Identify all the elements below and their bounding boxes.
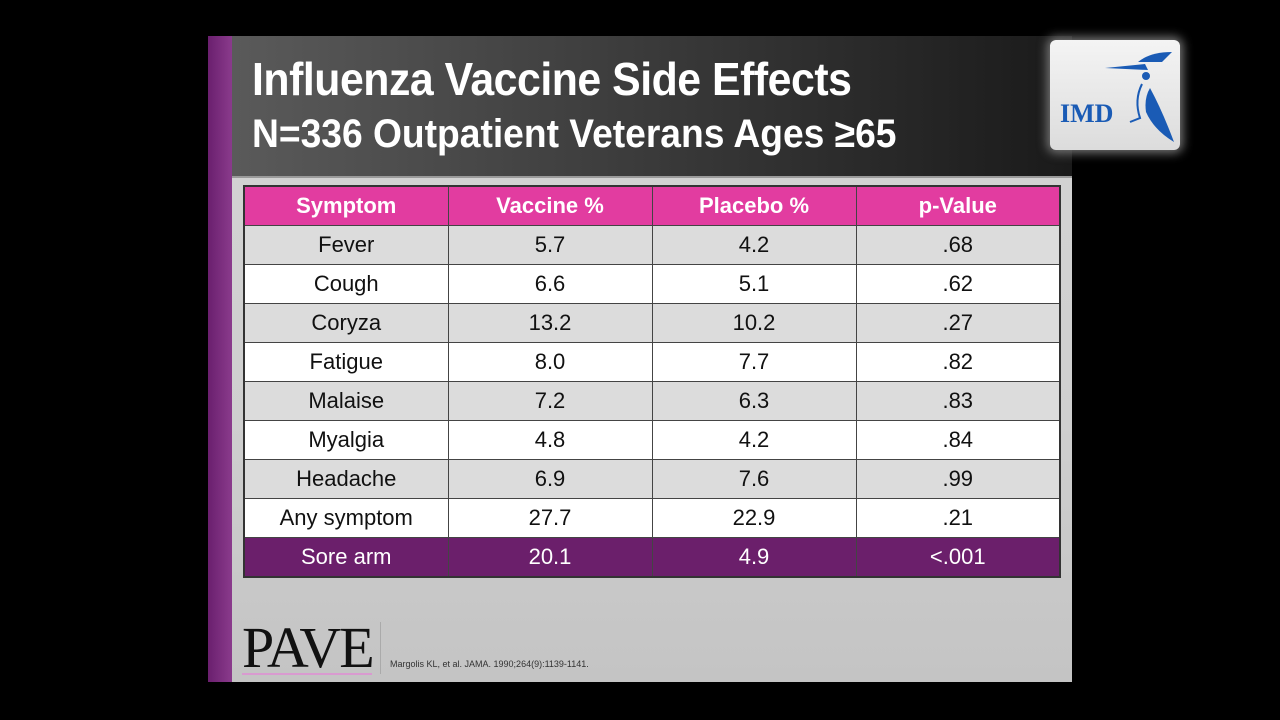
table-cell: 4.2: [651, 225, 857, 265]
imd-logo-text: IMD: [1060, 99, 1113, 128]
kingfisher-icon: IMD: [1060, 52, 1174, 142]
table-cell: 5.1: [651, 264, 857, 304]
table-cell: .62: [855, 264, 1061, 304]
table-cell: .83: [855, 381, 1061, 421]
table-cell: 6.3: [651, 381, 857, 421]
table-cell: .21: [855, 498, 1061, 538]
table-cell: 5.7: [447, 225, 653, 265]
column-header: Placebo %: [651, 185, 857, 226]
column-header: Vaccine %: [447, 185, 653, 226]
table-cell: Any symptom: [243, 498, 449, 538]
table-cell: Headache: [243, 459, 449, 499]
table-cell: .99: [855, 459, 1061, 499]
table-cell: .27: [855, 303, 1061, 343]
table-row: Sore arm 20.1 4.9 <.001: [243, 537, 1061, 578]
side-effects-table: Symptom Vaccine % Placebo % p-Value Fever 5.…: [243, 185, 1061, 578]
slide-subtitle: N=336 Outpatient Veterans Ages ≥65: [252, 112, 897, 156]
column-header: p-Value: [855, 185, 1061, 226]
table-cell: 7.6: [651, 459, 857, 499]
accent-bar: [208, 36, 232, 682]
table-cell: .84: [855, 420, 1061, 460]
table-cell: <.001: [855, 537, 1061, 578]
table-cell: Sore arm: [243, 537, 449, 578]
table-cell: 7.7: [651, 342, 857, 382]
pave-logo: PAVE: [242, 615, 375, 680]
table-cell: 20.1: [447, 537, 653, 578]
table-cell: Coryza: [243, 303, 449, 343]
table-cell: 13.2: [447, 303, 653, 343]
footer-divider: [380, 622, 381, 674]
pave-logo-underline: [242, 673, 372, 675]
slide-title: Influenza Vaccine Side Effects: [252, 53, 852, 105]
table-cell: 6.9: [447, 459, 653, 499]
table-row: Cough 6.6 5.1.62: [243, 264, 1061, 304]
column-header: Symptom: [243, 185, 449, 226]
table-cell: Myalgia: [243, 420, 449, 460]
table-row: Any symptom 27.7 22.9.21: [243, 498, 1061, 538]
table-cell: 8.0: [447, 342, 653, 382]
table-cell: Cough: [243, 264, 449, 304]
table-row: Headache 6.9 7.6.99: [243, 459, 1061, 499]
table-cell: 7.2: [447, 381, 653, 421]
table-cell: 6.6: [447, 264, 653, 304]
table-cell: Fatigue: [243, 342, 449, 382]
table-cell: 27.7: [447, 498, 653, 538]
table-cell: .68: [855, 225, 1061, 265]
table-row: Coryza 13.2 10.2.27: [243, 303, 1061, 343]
table-cell: 4.8: [447, 420, 653, 460]
table-cell: 4.9: [651, 537, 857, 578]
table-cell: Malaise: [243, 381, 449, 421]
table-cell: .82: [855, 342, 1061, 382]
table-row: Malaise 7.2 6.3.83: [243, 381, 1061, 421]
table-cell: 4.2: [651, 420, 857, 460]
table-row: Myalgia 4.8 4.2.84: [243, 420, 1061, 460]
table-cell: 10.2: [651, 303, 857, 343]
citation: Margolis KL, et al. JAMA. 1990;264(9):11…: [390, 659, 589, 669]
slide: Influenza Vaccine Side Effects N=336 Out…: [208, 36, 1072, 682]
table-cell: Fever: [243, 225, 449, 265]
table-row: Fever 5.7 4.2.68: [243, 225, 1061, 265]
imd-logo: IMD: [1050, 40, 1180, 150]
title-area: Influenza Vaccine Side Effects N=336 Out…: [232, 36, 1072, 178]
table-row: Fatigue 8.0 7.7.82: [243, 342, 1061, 382]
table-cell: 22.9: [651, 498, 857, 538]
